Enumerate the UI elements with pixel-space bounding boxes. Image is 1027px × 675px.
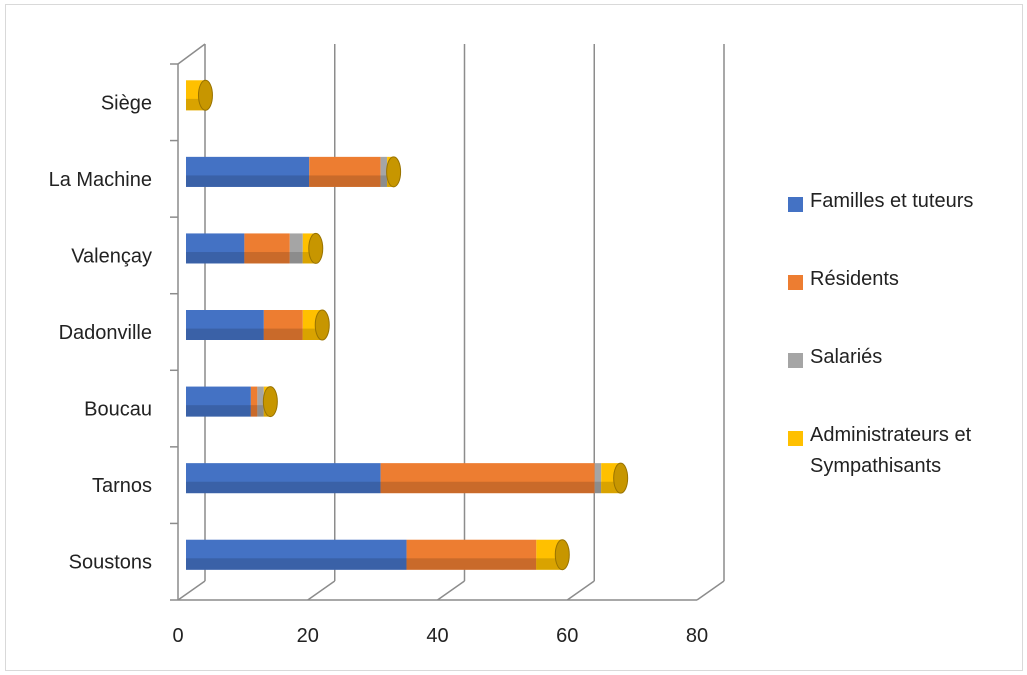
legend-label: Familles et tuteurs [810, 190, 974, 212]
category-label: La Machine [49, 169, 152, 191]
bar-segment-shade [186, 328, 264, 340]
x-tick-label: 80 [686, 625, 708, 647]
floor-gridline [437, 580, 465, 601]
legend-item-residents: Résidents [788, 264, 1023, 342]
floor-gridline [177, 580, 206, 601]
x-tick-label: 60 [556, 625, 578, 647]
bar-segment-shade [186, 405, 251, 417]
bar-end-cap [613, 462, 629, 494]
floor-gridline [307, 580, 336, 601]
x-tick-label: 40 [426, 625, 448, 647]
bar-segment [594, 463, 602, 494]
bar-segment-shade [380, 481, 595, 494]
bar-segment-shade [263, 328, 303, 340]
legend-swatch [788, 353, 803, 368]
bar-segment-shade [186, 252, 245, 264]
x-tick-label: 0 [172, 625, 183, 647]
legend: Familles et tuteurs Résidents Salariés A… [788, 186, 1023, 498]
bar-segment-shade [406, 558, 537, 570]
x-tick-label: 20 [297, 625, 319, 647]
bar-segment-shade [302, 328, 323, 340]
legend-label: Administrateurs et Sympathisants [810, 424, 972, 477]
category-label: Dadonville [59, 322, 152, 344]
bar-segment-shade [594, 481, 602, 494]
floor-gridline [696, 580, 725, 601]
bar-end-cap [554, 539, 570, 571]
y-axis-top-diagonal [177, 43, 206, 65]
bar-end-cap [197, 79, 213, 111]
bar-segment-shade [309, 175, 381, 187]
bar-segment [380, 156, 388, 187]
category-label: Valençay [71, 245, 152, 267]
category-label: Boucau [84, 399, 152, 421]
legend-swatch [788, 431, 803, 446]
bar-end-cap [308, 232, 324, 264]
bar-segment-shade [289, 252, 303, 264]
bar-segment-shade [302, 252, 316, 264]
bar-segment-shade [186, 98, 206, 111]
legend-label: Salariés [810, 346, 883, 368]
legend-swatch [788, 275, 803, 290]
bar-end-cap [386, 156, 402, 188]
bar-segment-shade [186, 558, 407, 570]
bar-segment-shade [186, 481, 381, 494]
legend-label: Résidents [810, 268, 899, 290]
legend-item-administrateurs: Administrateurs et Sympathisants [788, 420, 1023, 498]
bar-segment-shade [186, 175, 310, 187]
bar-segment [257, 386, 264, 417]
bar-segment-shade [536, 558, 563, 570]
legend-item-salaries: Salariés [788, 342, 1023, 420]
bar-segment-shade [601, 481, 621, 494]
bar-segment-shade [244, 252, 290, 264]
bar-segment-shade [257, 405, 264, 417]
legend-item-familles: Familles et tuteurs [788, 186, 1023, 264]
bar-segment-shade [250, 405, 258, 417]
legend-swatch [788, 197, 803, 212]
bar-end-cap [262, 386, 278, 418]
bar-segment-shade [380, 175, 388, 187]
floor-gridline [566, 580, 595, 601]
category-label: Tarnos [92, 475, 152, 497]
category-label: Siège [101, 92, 152, 114]
category-label: Soustons [69, 552, 152, 574]
bar-end-cap [314, 309, 330, 341]
bar-segment [250, 386, 258, 417]
